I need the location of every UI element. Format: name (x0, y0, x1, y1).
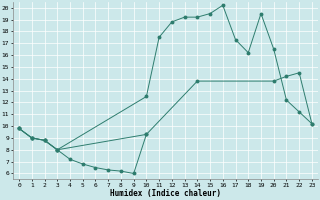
X-axis label: Humidex (Indice chaleur): Humidex (Indice chaleur) (110, 189, 221, 198)
